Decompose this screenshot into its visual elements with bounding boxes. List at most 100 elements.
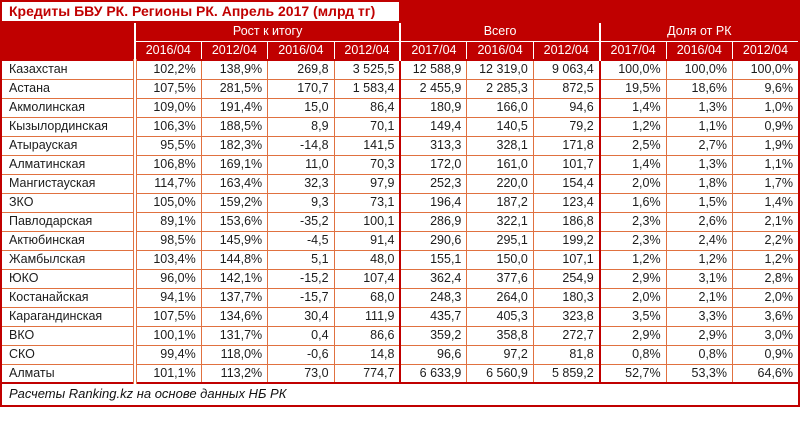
value-cell: 1,1%	[732, 154, 800, 175]
value-cell: -15,7	[267, 287, 335, 308]
region-cell: Акмолинская	[0, 97, 136, 118]
date-column-header: 2016/04	[133, 40, 202, 61]
column-group-growth: Рост к итогу	[133, 21, 401, 42]
value-cell: 405,3	[466, 306, 534, 327]
value-cell: 103,4%	[132, 249, 202, 270]
region-cell: Алматинская	[0, 154, 136, 175]
value-cell: 140,5	[466, 116, 534, 137]
value-cell: 107,1	[532, 249, 601, 270]
value-cell: 220,0	[466, 173, 534, 194]
value-cell: 2,7%	[665, 135, 734, 156]
value-cell: 191,4%	[200, 97, 269, 118]
value-cell: 295,1	[466, 230, 534, 251]
value-cell: 101,1%	[132, 363, 202, 384]
value-cell: 118,0%	[200, 344, 269, 365]
value-cell: 52,7%	[598, 363, 667, 384]
value-cell: 1,4%	[732, 192, 800, 213]
value-cell: 3,6%	[732, 306, 800, 327]
title-filler	[399, 0, 800, 24]
value-cell: 81,8	[532, 344, 601, 365]
value-cell: 9,6%	[732, 78, 800, 99]
value-cell: 2,9%	[665, 325, 734, 346]
value-cell: 109,0%	[132, 97, 202, 118]
value-cell: 1,2%	[665, 249, 734, 270]
value-cell: 269,8	[267, 59, 335, 80]
value-cell: 161,0	[466, 154, 534, 175]
value-cell: 187,2	[466, 192, 534, 213]
value-cell: 1,8%	[665, 173, 734, 194]
value-cell: 100,0%	[732, 59, 800, 80]
value-cell: 2,1%	[732, 211, 800, 232]
value-cell: -35,2	[267, 211, 335, 232]
value-cell: 0,4	[267, 325, 335, 346]
value-cell: 322,1	[466, 211, 534, 232]
value-cell: 5 859,2	[532, 363, 601, 384]
region-cell: ЮКО	[0, 268, 136, 289]
table-row: Астана 107,5% 281,5% 170,7 1 583,4 2 455,9 2 2…	[0, 78, 800, 99]
value-cell: 107,5%	[132, 78, 202, 99]
value-cell: 1,9%	[732, 135, 800, 156]
value-cell: -0,6	[267, 344, 335, 365]
value-cell: 100,0%	[598, 59, 667, 80]
corner-cell	[0, 21, 136, 61]
value-cell: 2,0%	[598, 173, 667, 194]
value-cell: 153,6%	[200, 211, 269, 232]
value-cell: 163,4%	[200, 173, 269, 194]
value-cell: 91,4	[333, 230, 401, 251]
value-cell: 97,2	[466, 344, 534, 365]
value-cell: 1,6%	[598, 192, 667, 213]
value-cell: 15,0	[267, 97, 335, 118]
value-cell: 134,6%	[200, 306, 269, 327]
value-cell: 358,8	[466, 325, 534, 346]
value-cell: 1,1%	[665, 116, 734, 137]
value-cell: -15,2	[267, 268, 335, 289]
value-cell: 6 560,9	[466, 363, 534, 384]
table-row: Костанайская 94,1% 137,7% -15,7 68,0 248,3 264…	[0, 287, 800, 308]
value-cell: 131,7%	[200, 325, 269, 346]
value-cell: 100,1%	[132, 325, 202, 346]
value-cell: 272,7	[532, 325, 601, 346]
date-column-header: 2012/04	[732, 40, 800, 61]
value-cell: 106,8%	[132, 154, 202, 175]
value-cell: 1,2%	[598, 249, 667, 270]
value-cell: 86,4	[333, 97, 401, 118]
value-cell: 435,7	[399, 306, 468, 327]
value-cell: 2,0%	[732, 287, 800, 308]
date-column-header: 2016/04	[267, 40, 335, 61]
value-cell: 142,1%	[200, 268, 269, 289]
value-cell: 2,9%	[598, 268, 667, 289]
value-cell: 70,3	[333, 154, 401, 175]
value-cell: 97,9	[333, 173, 401, 194]
table-row: Кызылординская 106,3% 188,5% 8,9 70,1 149,4 14…	[0, 116, 800, 137]
region-cell: Астана	[0, 78, 136, 99]
value-cell: 196,4	[399, 192, 468, 213]
value-cell: 2,0%	[598, 287, 667, 308]
value-cell: 123,4	[532, 192, 601, 213]
table-row: Карагандинская 107,5% 134,6% 30,4 111,9 435,7…	[0, 306, 800, 327]
value-cell: 248,3	[399, 287, 468, 308]
table-row: Акмолинская 109,0% 191,4% 15,0 86,4 180,9 166,…	[0, 97, 800, 118]
column-group-total: Всего	[399, 21, 601, 42]
value-cell: 2,3%	[598, 211, 667, 232]
region-cell: Павлодарская	[0, 211, 136, 232]
value-cell: 12 588,9	[399, 59, 468, 80]
region-cell: Жамбылская	[0, 249, 136, 270]
region-cell: Карагандинская	[0, 306, 136, 327]
value-cell: 11,0	[267, 154, 335, 175]
value-cell: 3,5%	[598, 306, 667, 327]
value-cell: 362,4	[399, 268, 468, 289]
region-cell: Костанайская	[0, 287, 136, 308]
region-cell: Мангистауская	[0, 173, 136, 194]
value-cell: 70,1	[333, 116, 401, 137]
value-cell: 186,8	[532, 211, 601, 232]
value-cell: 328,1	[466, 135, 534, 156]
value-cell: 2,1%	[665, 287, 734, 308]
value-cell: 0,9%	[732, 116, 800, 137]
value-cell: 1,3%	[665, 97, 734, 118]
value-cell: 2,4%	[665, 230, 734, 251]
table-row: Актюбинская 98,5% 145,9% -4,5 91,4 290,6 295,1…	[0, 230, 800, 251]
value-cell: 100,1	[333, 211, 401, 232]
value-cell: 53,3%	[665, 363, 734, 384]
value-cell: 1,2%	[732, 249, 800, 270]
value-cell: 138,9%	[200, 59, 269, 80]
